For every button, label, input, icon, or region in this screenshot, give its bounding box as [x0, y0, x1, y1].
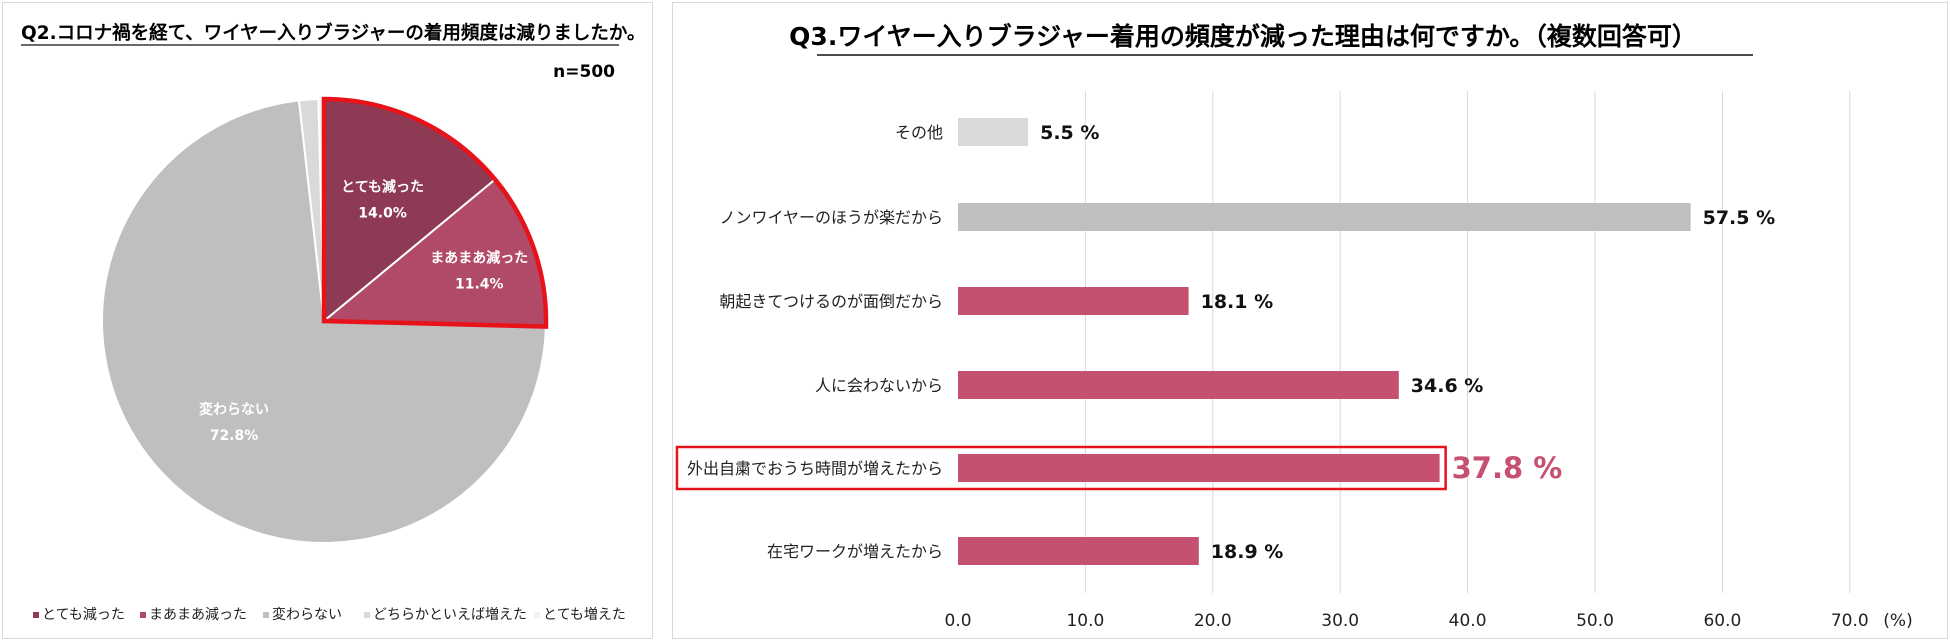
- x-axis-unit-label: (%): [1883, 611, 1912, 631]
- bar-value-label: 18.9 %: [1211, 541, 1284, 563]
- x-tick-label: 10.0: [1066, 611, 1104, 631]
- bar-chart-title: Q3.ワイヤー入りブラジャー着用の頻度が減った理由は何ですか。（複数回答可）: [789, 22, 1697, 51]
- bar-chart-panel: Q3.ワイヤー入りブラジャー着用の頻度が減った理由は何ですか。（複数回答可） そ…: [672, 2, 1948, 639]
- legend-entry: 変わらない: [272, 606, 342, 623]
- pie-slice-value: 11.4%: [455, 276, 504, 292]
- legend-swatch: [33, 612, 39, 618]
- x-tick-label: 30.0: [1321, 611, 1359, 631]
- bar-category-label: 人に会わないから: [815, 376, 943, 395]
- legend-swatch: [364, 612, 370, 618]
- pie-chart-panel: Q2.コロナ禍を経て、ワイヤー入りブラジャーの着用頻度は減りましたか。 n=50…: [2, 2, 653, 639]
- x-tick-label: 0.0: [944, 611, 971, 631]
- bar-value-label: 34.6 %: [1411, 375, 1484, 397]
- pie-slice-label: 変わらない: [199, 401, 269, 418]
- pie-slice-value: 72.8%: [210, 428, 259, 444]
- legend-entry: とても増えた: [543, 607, 626, 623]
- pie-slice-value: 14.0%: [358, 206, 407, 222]
- legend-swatch: [534, 612, 540, 618]
- pie-slice-label: とても減った: [341, 179, 424, 196]
- bar: [958, 118, 1029, 146]
- bar-bars: [675, 118, 1691, 565]
- pie-highlight-outline: [321, 96, 549, 329]
- pie-legend: とても減った まあまあ減った 変わらない どちらかといえば増えた とても増えた: [33, 606, 626, 623]
- bar-chart: Q3.ワイヤー入りブラジャー着用の頻度が減った理由は何ですか。（複数回答可） そ…: [675, 22, 1913, 631]
- legend-entry: どちらかといえば増えた: [373, 607, 527, 623]
- bar: [958, 287, 1189, 315]
- x-tick-label: 50.0: [1576, 611, 1614, 631]
- x-tick-label: 70.0: [1831, 611, 1869, 631]
- pie-chart-title: Q2.コロナ禍を経て、ワイヤー入りブラジャーの着用頻度は減りましたか。: [21, 22, 646, 44]
- pie-slice-labels: とても減った 14.0% まあまあ減った 11.4% 変わらない 72.8%: [199, 179, 528, 445]
- bar-value-label: 37.8 %: [1452, 451, 1563, 485]
- x-tick-label: 60.0: [1703, 611, 1741, 631]
- bar-category-label: 在宅ワークが増えたから: [767, 542, 943, 561]
- x-tick-label: 40.0: [1449, 611, 1487, 631]
- legend-entry: とても減った: [42, 606, 125, 623]
- bar-category-label: 外出自粛でおうち時間が増えたから: [687, 459, 943, 478]
- pie-slice-label: まあまあ減った: [430, 249, 528, 266]
- bar-category-label: その他: [895, 123, 943, 142]
- legend-entry: まあまあ減った: [149, 606, 247, 623]
- legend-swatch: [140, 612, 146, 618]
- bar-category-labels: その他ノンワイヤーのほうが楽だから朝起きてつけるのが面倒だから人に会わないから外…: [687, 123, 943, 561]
- x-tick-label: 20.0: [1194, 611, 1232, 631]
- sample-size-label: n=500: [553, 62, 615, 82]
- legend-swatch: [263, 612, 269, 618]
- bar-value-labels: 5.5 % 57.5 % 18.1 % 34.6 % 37.8 % 18.9 %: [1040, 122, 1775, 563]
- highlight-box: [675, 445, 1447, 491]
- bar-category-label: 朝起きてつけるのが面倒だから: [719, 292, 943, 311]
- bar: [958, 454, 1440, 482]
- bar: [958, 203, 1691, 231]
- bar-category-label: ノンワイヤーのほうが楽だから: [719, 208, 943, 227]
- bar-x-axis-ticks: 0.0 10.0 20.0 30.0 40.0 50.0 60.0 70.0: [944, 611, 1868, 631]
- bar-value-label: 57.5 %: [1703, 207, 1776, 229]
- pie-slices: [101, 96, 549, 544]
- bar-gridlines: [1084, 91, 1851, 593]
- bar: [958, 371, 1399, 399]
- bar-value-label: 18.1 %: [1201, 291, 1274, 313]
- bar: [958, 537, 1199, 565]
- pie-chart: Q2.コロナ禍を経て、ワイヤー入りブラジャーの着用頻度は減りましたか。 n=50…: [21, 22, 646, 623]
- bar-value-label: 5.5 %: [1040, 122, 1099, 144]
